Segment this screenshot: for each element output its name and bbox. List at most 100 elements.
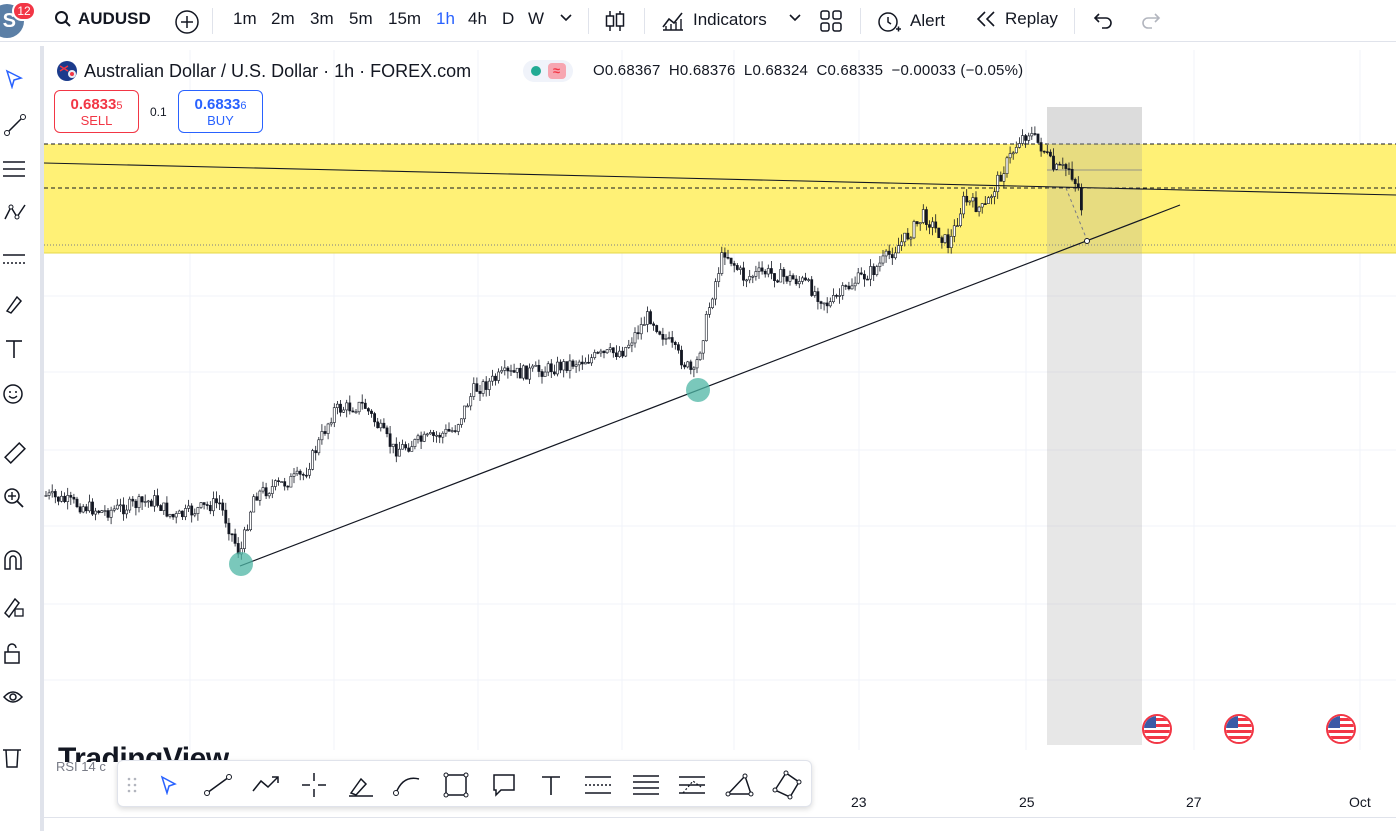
compare-add-button[interactable] — [174, 9, 200, 35]
remove-drawings-tool[interactable] — [0, 742, 30, 772]
time-range-box[interactable] — [1047, 107, 1142, 745]
measure-tool[interactable] — [0, 438, 30, 468]
candle-body — [115, 504, 119, 510]
alert-button[interactable]: Alert — [876, 9, 945, 33]
candle-body — [503, 367, 507, 371]
forecast-icon — [3, 254, 25, 264]
timeframe-d[interactable]: D — [502, 9, 515, 28]
chart-type-button[interactable] — [604, 9, 626, 33]
indicators-button[interactable]: Indicators — [661, 9, 767, 31]
curve-tool[interactable] — [392, 769, 424, 801]
candle-body — [838, 295, 842, 297]
timeframe-1m[interactable]: 1m — [233, 9, 257, 28]
candle-body — [518, 367, 522, 379]
long-position-tool[interactable] — [582, 769, 614, 801]
candle-body — [751, 275, 755, 278]
highlighter-icon — [349, 777, 373, 797]
quantity-value[interactable]: 0.1 — [150, 105, 167, 119]
timeframe-15m[interactable]: 15m — [388, 9, 422, 28]
path-tool[interactable] — [250, 769, 282, 801]
timeframe-1h[interactable]: 1h — [436, 9, 455, 28]
timeframe-5m[interactable]: 5m — [349, 9, 373, 28]
text-icon — [542, 776, 560, 795]
candle-body — [965, 195, 969, 203]
crosshair-tool[interactable] — [298, 769, 330, 801]
candle-body — [986, 197, 990, 204]
zoom-tool[interactable] — [0, 484, 30, 514]
cursor-tool[interactable] — [0, 64, 30, 94]
callout-tool[interactable] — [488, 769, 520, 801]
us-event-flag[interactable] — [1224, 714, 1254, 744]
candle-body — [270, 486, 274, 494]
undo-button[interactable] — [1093, 11, 1113, 29]
candle-body — [60, 495, 63, 502]
lock-all-tool[interactable] — [0, 638, 30, 668]
timeframe-3m[interactable]: 3m — [310, 9, 334, 28]
candle-body — [298, 470, 302, 475]
triangle-pattern-tool[interactable] — [724, 769, 756, 801]
hide-drawings-tool[interactable] — [0, 682, 30, 712]
swing-low-marker[interactable] — [229, 552, 253, 576]
support-trendline[interactable] — [239, 204, 1181, 567]
candle-body — [924, 209, 928, 225]
fib-retracement-tool[interactable] — [630, 769, 662, 801]
resistance-line[interactable] — [44, 162, 1396, 196]
us-event-flag[interactable] — [1142, 714, 1172, 744]
rsi-legend[interactable]: RSI 14 c — [56, 759, 106, 774]
candle-body — [432, 432, 435, 436]
candle-body — [599, 350, 603, 354]
timeframe-dropdown[interactable] — [560, 13, 572, 23]
candle-body — [862, 273, 866, 280]
projection-tool[interactable] — [676, 769, 708, 801]
change-value: −0.00033 (−0.05%) — [891, 62, 1024, 79]
us-event-flag[interactable] — [1326, 714, 1356, 744]
drag-handle[interactable] — [120, 769, 144, 801]
fib-tool[interactable] — [0, 154, 30, 184]
market-status[interactable]: ≈ — [523, 60, 573, 82]
lock-drawing-tool[interactable] — [0, 592, 30, 622]
brush-tool[interactable] — [0, 288, 30, 318]
redo-button[interactable] — [1141, 11, 1161, 29]
candle-body — [301, 474, 305, 476]
rectangle-tool[interactable] — [440, 769, 472, 801]
magnet-tool[interactable] — [0, 546, 30, 576]
indicators-dropdown[interactable] — [789, 13, 801, 23]
pattern-tool[interactable] — [0, 198, 30, 228]
timeframe-2m[interactable]: 2m — [271, 9, 295, 28]
candle-body — [345, 402, 349, 411]
candle-body — [1061, 164, 1065, 166]
candle-body — [633, 332, 637, 344]
polygon-tool[interactable] — [770, 769, 802, 801]
divider — [644, 8, 645, 34]
emoji-tool[interactable] — [0, 379, 30, 409]
chart-legend[interactable]: Australian Dollar / U.S. Dollar · 1h · F… — [56, 60, 471, 82]
candle-body — [683, 364, 687, 368]
sell-button[interactable]: 0.68335 SELL — [54, 90, 139, 133]
replay-button[interactable]: Replay — [975, 9, 1058, 29]
trend-line-icon — [4, 114, 26, 136]
buy-button[interactable]: 0.68336 BUY — [178, 90, 263, 133]
highlighter-tool[interactable] — [345, 769, 377, 801]
candle-body — [280, 481, 284, 483]
trend-line-tool[interactable] — [0, 110, 30, 140]
symbol-search[interactable]: AUDUSD — [54, 9, 151, 29]
text-tool[interactable] — [0, 334, 30, 364]
candle-body — [850, 285, 854, 290]
supply-zone[interactable] — [44, 144, 1396, 253]
price-chart[interactable] — [44, 50, 1396, 831]
candle-body — [943, 234, 947, 243]
cursor-tool[interactable] — [153, 769, 185, 801]
text-tool[interactable] — [535, 769, 567, 801]
candle-body — [791, 275, 795, 280]
timeframe-4h[interactable]: 4h — [468, 9, 487, 28]
candle-body — [1064, 164, 1068, 169]
timeframe-w[interactable]: W — [528, 9, 545, 28]
candle-body — [246, 529, 249, 532]
layouts-button[interactable] — [819, 9, 843, 33]
trend-line-tool[interactable] — [202, 769, 234, 801]
swing-low-marker[interactable] — [686, 378, 710, 402]
candle-body — [900, 241, 904, 246]
candle-body — [295, 470, 299, 475]
prediction-tool[interactable] — [0, 244, 30, 274]
candle-body — [140, 496, 144, 503]
